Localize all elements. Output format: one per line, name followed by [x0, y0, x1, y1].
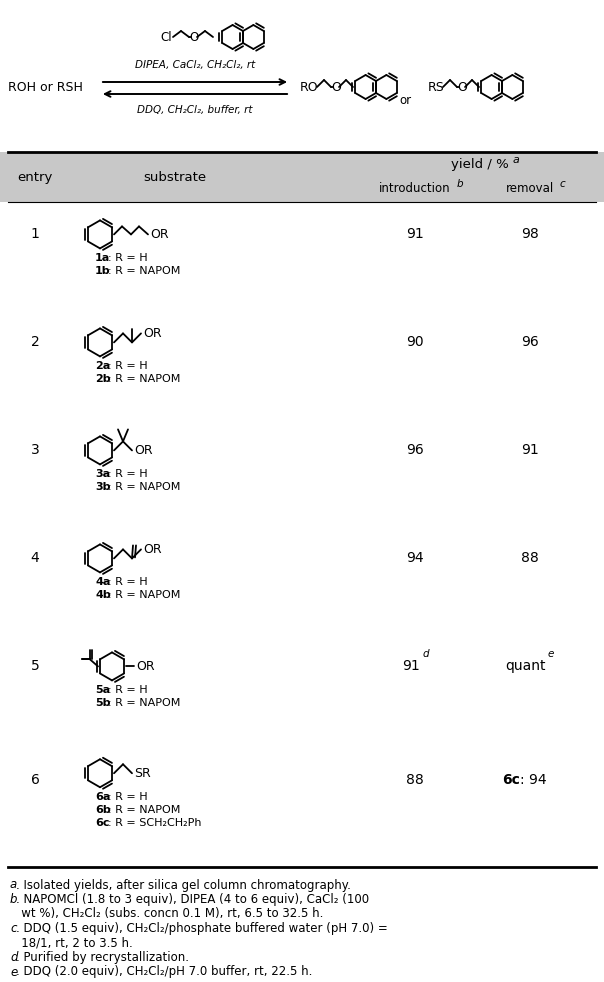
Text: 18/1, rt, 2 to 3.5 h.: 18/1, rt, 2 to 3.5 h.	[10, 937, 133, 950]
Text: OR: OR	[136, 660, 155, 673]
Text: b: b	[10, 893, 18, 906]
Text: 2a: 2a	[95, 361, 111, 371]
Text: . NAPOMCl (1.8 to 3 equiv), DIPEA (4 to 6 equiv), CaCl₂ (100: . NAPOMCl (1.8 to 3 equiv), DIPEA (4 to …	[16, 893, 369, 906]
Text: O: O	[190, 30, 199, 43]
Text: c: c	[10, 922, 16, 935]
Text: : R = SCH₂CH₂Ph: : R = SCH₂CH₂Ph	[108, 818, 202, 828]
Text: 1: 1	[31, 228, 39, 242]
Text: 91: 91	[402, 659, 420, 674]
Text: removal: removal	[506, 182, 554, 194]
Text: quant: quant	[506, 659, 546, 674]
Text: . Purified by recrystallization.: . Purified by recrystallization.	[16, 951, 189, 964]
Text: c: c	[560, 179, 566, 189]
Text: a: a	[513, 155, 520, 165]
Text: e: e	[548, 649, 554, 659]
Text: . Isolated yields, after silica gel column chromatography.: . Isolated yields, after silica gel colu…	[16, 879, 351, 892]
Text: e: e	[10, 965, 18, 978]
Text: 4a: 4a	[95, 577, 111, 587]
Text: SR: SR	[134, 767, 151, 780]
Text: 6b: 6b	[95, 805, 111, 815]
Text: : R = NAPOM: : R = NAPOM	[108, 698, 181, 708]
Text: 96: 96	[521, 336, 539, 350]
Text: : 94: : 94	[520, 773, 547, 787]
Text: 6c: 6c	[502, 773, 520, 787]
Text: . DDQ (1.5 equiv), CH₂Cl₂/phosphate buffered water (pH 7.0) =: . DDQ (1.5 equiv), CH₂Cl₂/phosphate buff…	[16, 922, 388, 935]
Text: 88: 88	[406, 773, 424, 787]
Text: 4: 4	[31, 552, 39, 566]
Text: 1b: 1b	[95, 266, 111, 276]
Text: . DDQ (2.0 equiv), CH₂Cl₂/pH 7.0 buffer, rt, 22.5 h.: . DDQ (2.0 equiv), CH₂Cl₂/pH 7.0 buffer,…	[16, 965, 312, 978]
Text: : R = H: : R = H	[108, 469, 147, 479]
Text: 6: 6	[31, 773, 39, 787]
Text: or: or	[399, 93, 411, 106]
Text: OR: OR	[134, 444, 153, 457]
Text: RO: RO	[300, 81, 319, 93]
Text: : R = NAPOM: : R = NAPOM	[108, 266, 181, 276]
Text: 5: 5	[31, 659, 39, 674]
Text: OR: OR	[143, 543, 162, 556]
Text: 2b: 2b	[95, 374, 111, 384]
Text: yield / %: yield / %	[451, 157, 509, 171]
Text: introduction: introduction	[379, 182, 451, 194]
Text: OR: OR	[150, 228, 169, 241]
Bar	[0, 152, 604, 202]
Text: wt %), CH₂Cl₂ (subs. concn 0.1 M), rt, 6.5 to 32.5 h.: wt %), CH₂Cl₂ (subs. concn 0.1 M), rt, 6…	[10, 907, 323, 920]
Text: RS: RS	[428, 81, 445, 93]
Text: DDQ, CH₂Cl₂, buffer, rt: DDQ, CH₂Cl₂, buffer, rt	[137, 105, 252, 115]
Text: a: a	[10, 879, 18, 892]
Text: : R = NAPOM: : R = NAPOM	[108, 374, 181, 384]
Text: : R = H: : R = H	[108, 253, 147, 263]
Text: 91: 91	[521, 444, 539, 458]
Text: : R = H: : R = H	[108, 792, 147, 802]
Text: ROH or RSH: ROH or RSH	[8, 81, 83, 93]
Text: 6c: 6c	[95, 818, 109, 828]
Text: d: d	[423, 649, 429, 659]
Text: 96: 96	[406, 444, 424, 458]
Text: : R = NAPOM: : R = NAPOM	[108, 482, 181, 492]
Text: 3a: 3a	[95, 469, 110, 479]
Text: 2: 2	[31, 336, 39, 350]
Text: 5b: 5b	[95, 698, 111, 708]
Text: OR: OR	[143, 327, 162, 340]
Text: 88: 88	[521, 552, 539, 566]
Text: 90: 90	[406, 336, 424, 350]
Text: 94: 94	[406, 552, 424, 566]
Text: 3: 3	[31, 444, 39, 458]
Text: 3b: 3b	[95, 482, 111, 492]
Text: DIPEA, CaCl₂, CH₂Cl₂, rt: DIPEA, CaCl₂, CH₂Cl₂, rt	[135, 60, 255, 70]
Text: : R = H: : R = H	[108, 361, 147, 371]
Text: O: O	[331, 81, 341, 93]
Text: 1a: 1a	[95, 253, 111, 263]
Text: : R = NAPOM: : R = NAPOM	[108, 590, 181, 600]
Text: 5a: 5a	[95, 685, 110, 695]
Bar	[0, 0, 604, 155]
Text: 4b: 4b	[95, 590, 111, 600]
Text: : R = H: : R = H	[108, 577, 147, 587]
Text: : R = NAPOM: : R = NAPOM	[108, 805, 181, 815]
Text: 6a: 6a	[95, 792, 111, 802]
Text: substrate: substrate	[143, 171, 207, 184]
Text: : R = H: : R = H	[108, 685, 147, 695]
Text: d: d	[10, 951, 18, 964]
Text: 98: 98	[521, 228, 539, 242]
Text: Cl: Cl	[160, 30, 172, 43]
Text: 91: 91	[406, 228, 424, 242]
Text: entry: entry	[18, 171, 53, 184]
Text: b: b	[457, 179, 464, 189]
Text: O: O	[457, 81, 467, 93]
